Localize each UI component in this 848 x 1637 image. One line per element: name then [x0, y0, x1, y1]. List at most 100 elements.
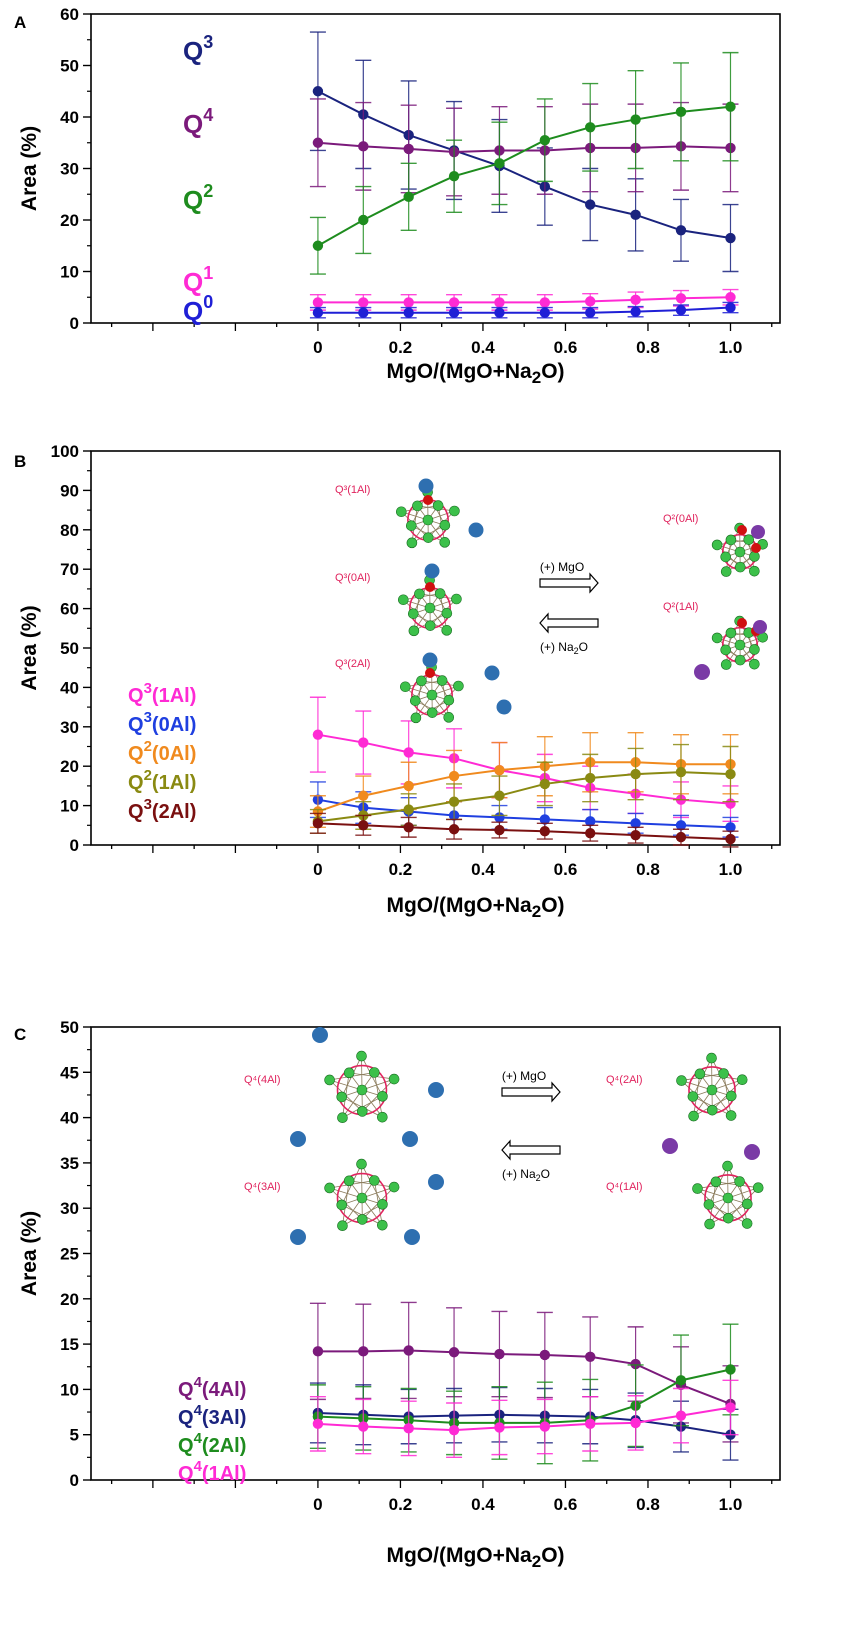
data-point — [675, 1375, 687, 1386]
series-q1 — [309, 288, 739, 311]
bond — [681, 1080, 713, 1091]
oxygen-atom — [377, 1111, 388, 1123]
oxygen-atom — [424, 620, 436, 631]
series-line — [317, 1411, 731, 1436]
y-tick-label: 15 — [60, 1335, 79, 1354]
y-tick-label: 5 — [70, 1426, 79, 1445]
y-tick-label: 10 — [60, 263, 79, 282]
data-point — [630, 1358, 641, 1370]
data-point — [675, 820, 687, 831]
cation-atom — [751, 525, 765, 539]
data-point — [358, 1421, 369, 1432]
data-point — [494, 824, 505, 836]
y-tick-label: 20 — [60, 1290, 79, 1309]
data-point — [448, 1347, 460, 1358]
data-point — [585, 199, 596, 210]
bond — [361, 1078, 395, 1091]
structure-cluster — [290, 1027, 444, 1147]
y-tick-label: 40 — [60, 1109, 79, 1128]
oxygen-atom — [722, 1192, 734, 1204]
data-point — [403, 780, 414, 792]
data-point — [312, 1418, 324, 1430]
nbo-atom — [425, 582, 435, 592]
data-point — [358, 790, 369, 801]
series-q20al — [309, 732, 739, 828]
data-point — [494, 297, 505, 308]
structure-cluster — [694, 615, 768, 680]
oxygen-atom — [720, 551, 731, 563]
cation-atom — [496, 699, 512, 715]
data-point — [725, 833, 736, 845]
oxygen-atom — [400, 681, 411, 693]
nbo-atom — [751, 543, 761, 553]
data-point — [358, 1346, 369, 1357]
y-tick-label: 0 — [70, 836, 79, 855]
x-tick-label: 0.4 — [471, 338, 495, 357]
x-tick-label: 1.0 — [719, 338, 743, 357]
oxygen-atom — [408, 625, 420, 637]
reaction-arrows: (+) MgO (+) Na2O — [501, 1069, 561, 1183]
structure-label: Q²(1Al) — [663, 601, 698, 613]
series-q32al — [309, 812, 739, 848]
oxygen-atom — [706, 1084, 718, 1096]
data-point — [630, 209, 641, 221]
structure-cluster — [398, 563, 462, 637]
bond — [329, 1079, 363, 1091]
y-tick-label: 50 — [60, 1018, 79, 1037]
data-point — [630, 829, 641, 841]
data-point — [725, 232, 736, 244]
cation-atom — [290, 1131, 306, 1147]
oxygen-atom — [734, 546, 746, 558]
cation-atom — [744, 1144, 760, 1160]
data-point — [403, 1345, 414, 1356]
nbo-atom — [737, 618, 747, 628]
bond — [727, 1197, 748, 1224]
oxygen-atom — [720, 644, 731, 656]
data-point — [675, 1410, 687, 1421]
data-point — [448, 824, 460, 835]
data-point — [725, 822, 736, 833]
cation-atom — [428, 1174, 444, 1190]
x-tick-label: 0.2 — [389, 1495, 413, 1514]
oxygen-atom — [377, 1219, 388, 1231]
bond — [697, 1188, 729, 1199]
data-point — [494, 764, 505, 776]
oxygen-atom — [356, 1050, 367, 1062]
legend-item: Q2(1Al) — [128, 767, 196, 794]
cation-atom — [404, 1229, 420, 1245]
data-point — [358, 307, 369, 318]
oxygen-atom — [408, 608, 419, 619]
data-point — [585, 1418, 596, 1430]
series-q44al — [309, 1301, 739, 1443]
y-tick-label: 60 — [60, 5, 79, 24]
oxygen-atom — [720, 566, 732, 577]
oxygen-atom — [410, 695, 421, 706]
y-tick-label: 50 — [60, 57, 79, 76]
data-point — [630, 306, 641, 317]
oxygen-atom — [451, 593, 462, 605]
data-point — [448, 796, 460, 807]
x-axis-title: MgO/(MgO+Na2O) — [386, 894, 564, 921]
data-point — [585, 827, 596, 839]
data-point — [448, 1424, 460, 1436]
structure-cluster — [711, 522, 768, 577]
x-tick-label: 0.8 — [636, 860, 660, 879]
structure-label: Q³(2Al) — [335, 658, 370, 670]
structure-schematic: Q³(1Al) Q³(0Al) Q³(2Al) Q²(0Al) Q²(1Al) (+) M… — [335, 478, 768, 724]
x-tick-label: 0 — [313, 860, 322, 879]
oxygen-atom — [749, 565, 760, 577]
oxygen-atom — [749, 644, 760, 655]
oxygen-atom — [725, 627, 737, 639]
oxygen-atom — [725, 534, 737, 546]
reaction-arrows: (+) MgO (+) Na2O — [539, 560, 599, 656]
data-point — [358, 737, 369, 748]
structure-cluster — [400, 652, 512, 724]
data-point — [725, 768, 736, 780]
structure-label: Q⁴(1Al) — [606, 1181, 643, 1193]
bond — [361, 1197, 383, 1226]
oxygen-atom — [416, 675, 427, 687]
arrow-backward-label: (+) Na2O — [502, 1167, 550, 1183]
structure-cluster — [396, 478, 484, 549]
data-point — [539, 307, 551, 318]
